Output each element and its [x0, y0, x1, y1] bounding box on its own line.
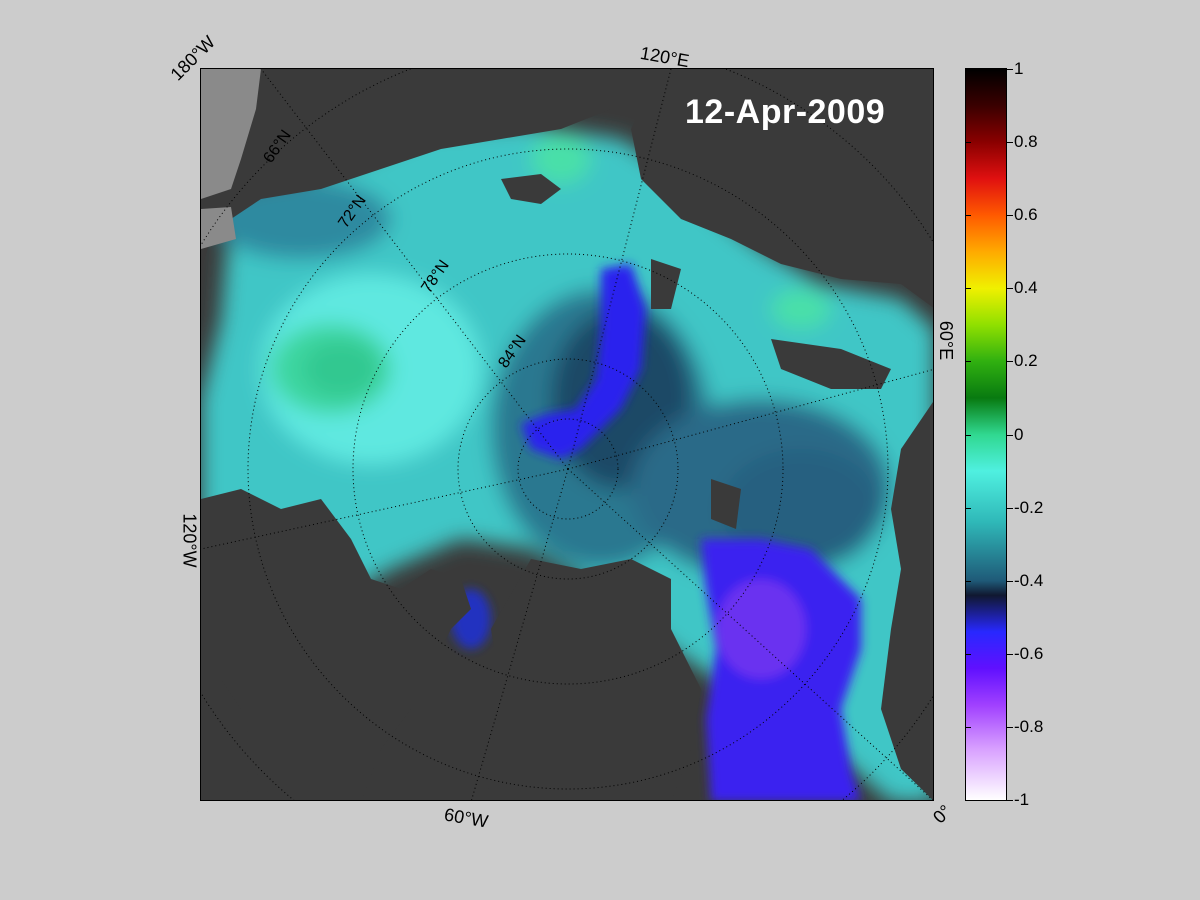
lon-label-120w: 120°W — [179, 513, 200, 568]
colorbar-tick-mark — [965, 726, 971, 728]
colorbar-tick-label: 1 — [1014, 59, 1024, 78]
colorbar-tick-mark — [1007, 215, 1013, 217]
colorbar-tick-label: 0 — [1014, 424, 1024, 444]
negative-anomaly-regions — [451, 264, 861, 800]
colorbar-tick-mark — [965, 215, 971, 217]
colorbar-tick-mark — [1007, 288, 1013, 290]
lon-label-60w: 60°W — [442, 804, 490, 832]
colorbar-tick-label: 0.2 — [1014, 351, 1038, 371]
lon-label-0: 0° — [929, 800, 956, 828]
colorbar-tick-label: -0.8 — [1014, 716, 1044, 736]
colorbar-tick-mark — [1007, 653, 1013, 655]
colorbar-tick-mark — [1007, 69, 1013, 70]
colorbar-tick-mark — [965, 507, 971, 509]
colorbar-tick-mark — [1007, 800, 1013, 801]
colorbar-tick-label: -0.2 — [1014, 497, 1044, 517]
colorbar — [965, 68, 1007, 801]
colorbar-tick-mark — [965, 580, 971, 582]
colorbar-tick-mark — [965, 653, 971, 655]
map-canvas: 66°N 72°N 78°N 84°N — [201, 69, 933, 800]
colorbar-tick-mark — [1007, 361, 1013, 363]
date-label: 12-Apr-2009 — [685, 93, 886, 131]
colorbar-tick-label: -0.6 — [1014, 643, 1044, 663]
colorbar-tick-label: -1 — [1014, 790, 1030, 809]
colorbar-tick-label: 0.8 — [1014, 132, 1038, 152]
colorbar-tick-mark — [1007, 507, 1013, 509]
colorbar-tick-mark — [1007, 726, 1013, 728]
coastal-shelf — [201, 69, 261, 249]
colorbar-tick-mark — [965, 69, 971, 70]
graticule — [201, 69, 933, 800]
colorbar-tick-mark — [965, 434, 971, 436]
lon-label-60e: 60°E — [936, 320, 957, 361]
colorbar-tick-label: 0.6 — [1014, 205, 1038, 225]
colorbar-tick-mark — [965, 361, 971, 363]
colorbar-tick-label: -0.4 — [1014, 570, 1044, 590]
colorbar-tick-mark — [965, 800, 971, 801]
colorbar-tick-mark — [965, 142, 971, 144]
polar-map: 66°N 72°N 78°N 84°N 12-Apr-2009 — [200, 68, 934, 801]
colorbar-tick-mark — [1007, 142, 1013, 144]
colorbar-tick-mark — [1007, 580, 1013, 582]
landmasses — [201, 69, 933, 800]
colorbar-tick-mark — [965, 288, 971, 290]
colorbar-tick-label: 0.4 — [1014, 278, 1038, 298]
colorbar-tick-mark — [1007, 434, 1013, 436]
